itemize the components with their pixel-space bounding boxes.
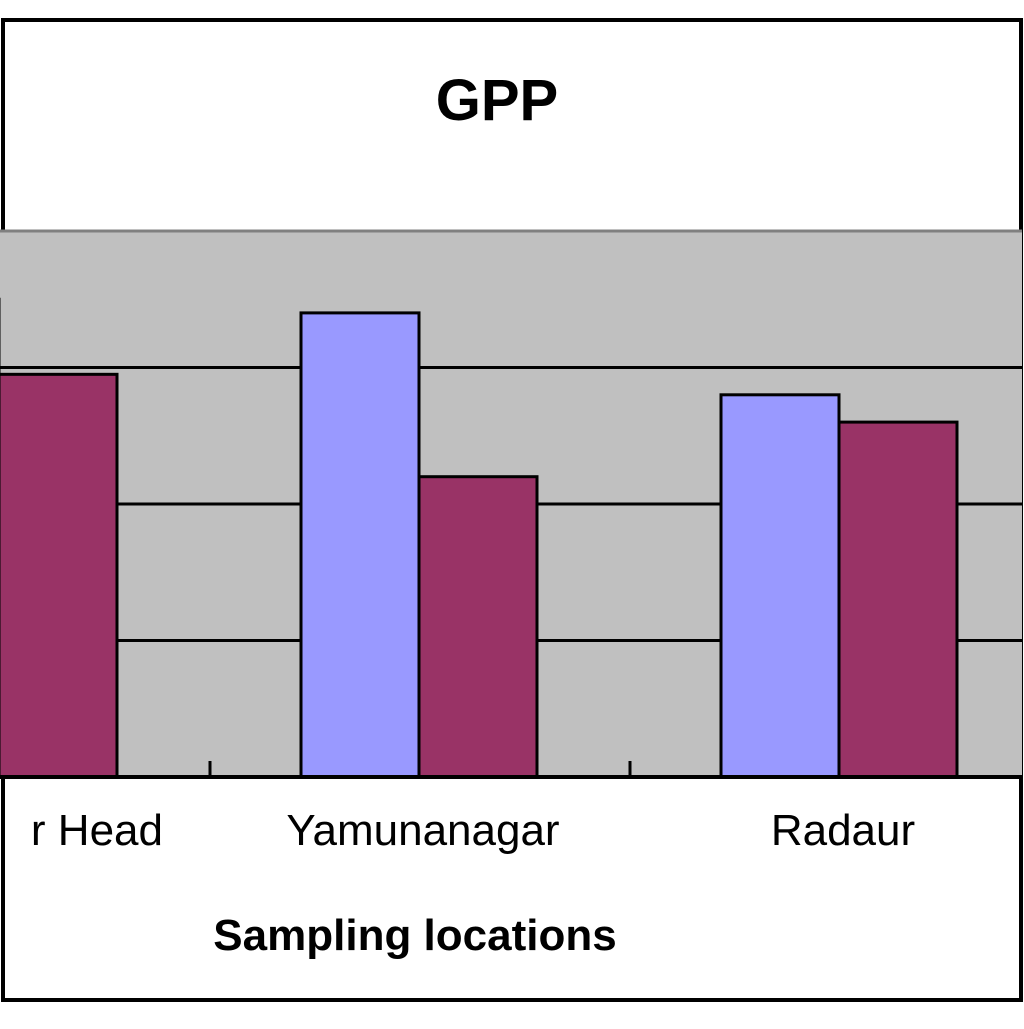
bar-1-2 bbox=[719, 393, 841, 779]
x-tick-label-2: Radaur bbox=[771, 806, 915, 855]
x-tick-label-1: Yamunanagar bbox=[286, 806, 559, 855]
x-tick-labels: r Head Yamunanagar Radaur bbox=[31, 806, 915, 855]
bar-2-2 bbox=[837, 420, 959, 779]
plot-area bbox=[0, 229, 1022, 779]
x-axis-label: Sampling locations bbox=[213, 911, 616, 960]
bar-2-1 bbox=[417, 475, 539, 779]
bar-1-1 bbox=[299, 311, 421, 779]
chart-title: GPP bbox=[436, 68, 559, 133]
x-tick-label-0: r Head bbox=[31, 806, 163, 855]
bar-2-0 bbox=[0, 372, 119, 779]
